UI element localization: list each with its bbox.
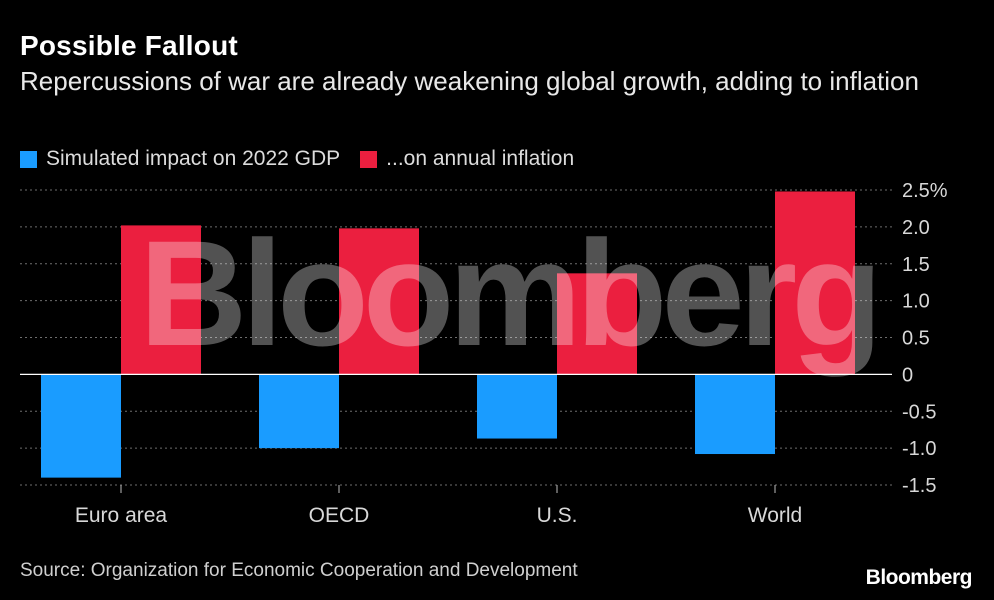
bar-inflation: [339, 228, 419, 375]
bar-gdp: [695, 374, 775, 455]
x-tick-label: U.S.: [537, 504, 578, 527]
legend-item-inflation: ...on annual inflation: [360, 147, 574, 171]
legend-label-gdp: Simulated impact on 2022 GDP: [46, 147, 341, 170]
chart-subtitle: Repercussions of war are already weakeni…: [20, 66, 919, 96]
y-tick-label: -1.5: [902, 475, 936, 497]
bar-gdp: [41, 374, 121, 478]
bar-gdp: [259, 374, 339, 449]
y-tick-label: 2.5%: [902, 180, 948, 202]
y-tick-label: 1.0: [902, 291, 930, 313]
y-tick-label: -1.0: [902, 438, 936, 460]
x-tick-label: World: [748, 504, 802, 527]
bloomberg-logo: Bloomberg: [865, 566, 973, 589]
bar-inflation: [121, 225, 201, 375]
legend-swatch-inflation: [360, 150, 378, 168]
x-tick-label: OECD: [309, 504, 370, 527]
source-note: Source: Organization for Economic Cooper…: [20, 560, 578, 581]
legend-label-inflation: ...on annual inflation: [386, 147, 575, 170]
x-tick-label: Euro area: [75, 504, 168, 527]
legend-swatch-gdp: [20, 150, 37, 168]
y-tick-label: -0.5: [902, 401, 936, 423]
bar-inflation: [775, 191, 855, 375]
bar-gdp: [477, 374, 557, 439]
chart-title: Possible Fallout: [20, 30, 238, 61]
bar-inflation: [557, 273, 637, 375]
y-tick-label: 0: [902, 364, 913, 386]
y-tick-label: 2.0: [902, 217, 930, 239]
watermark: Bloomberg: [139, 209, 877, 377]
legend: Simulated impact on 2022 GDP ...on annua…: [20, 147, 594, 171]
y-tick-label: 1.5: [902, 254, 930, 276]
legend-item-gdp: Simulated impact on 2022 GDP: [20, 147, 340, 171]
y-tick-label: 0.5: [902, 328, 930, 350]
